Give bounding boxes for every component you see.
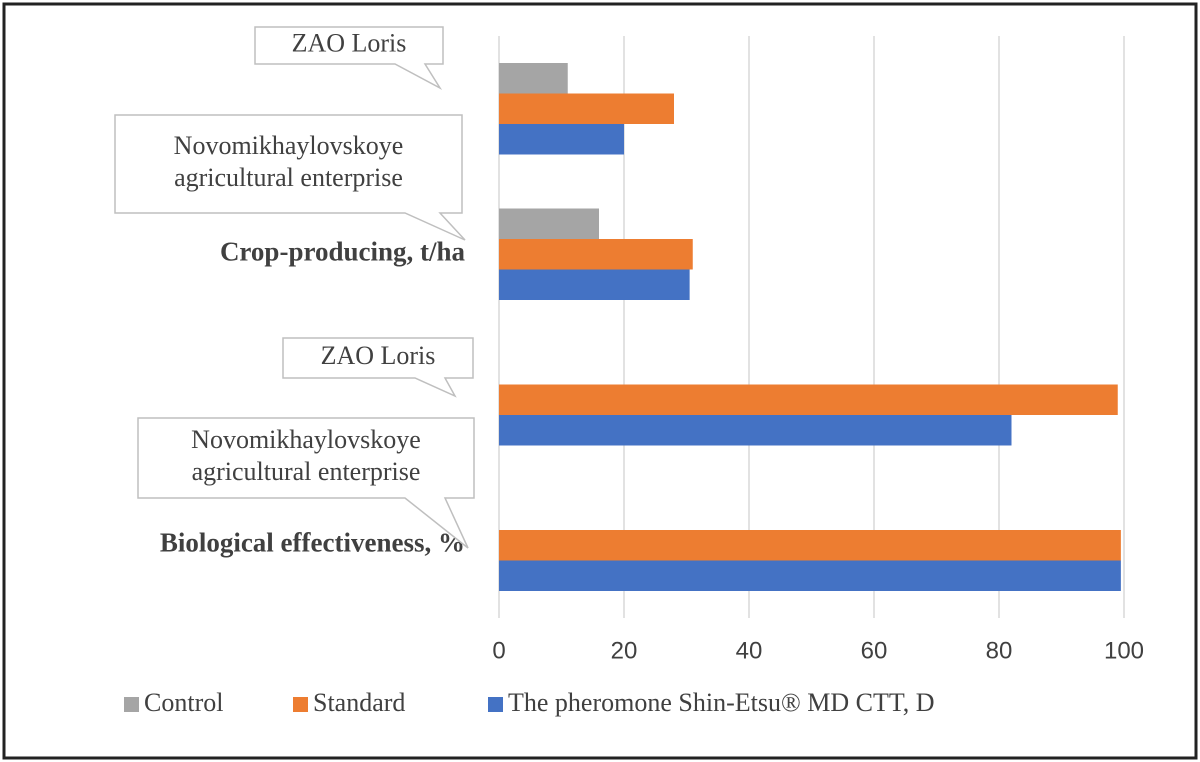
callout-text: ZAO Loris [321, 341, 436, 370]
bar [499, 93, 674, 124]
bar [499, 63, 568, 94]
legend-swatch [124, 697, 139, 712]
bar [499, 269, 690, 300]
x-tick-label: 0 [492, 637, 505, 664]
legend-swatch [488, 697, 503, 712]
callout-text: Novomikhaylovskoye [174, 131, 404, 160]
legend-swatch [293, 697, 308, 712]
bar [499, 560, 1121, 591]
callout [137, 417, 475, 549]
bar [499, 384, 1118, 415]
bar [499, 239, 693, 270]
x-tick-label: 80 [986, 637, 1013, 664]
x-tick-label: 60 [861, 637, 888, 664]
callout-text: ZAO Loris [292, 28, 407, 57]
callout [282, 337, 474, 398]
bar [499, 415, 1012, 446]
x-tick-label: 40 [736, 637, 763, 664]
y-tick-label: Biological effectiveness, % [160, 527, 465, 557]
x-tick-label: 100 [1104, 637, 1144, 664]
y-tick-label: Crop-producing, t/ha [220, 236, 466, 266]
bar [499, 124, 624, 155]
bar [499, 208, 599, 239]
legend-label: Standard [313, 688, 405, 717]
bar [499, 530, 1121, 561]
callout-text: Novomikhaylovskoye [191, 425, 421, 454]
callout [254, 26, 444, 90]
x-tick-label: 20 [611, 637, 638, 664]
callout [114, 114, 466, 241]
callout-text: agricultural enterprise [174, 163, 403, 192]
legend-label: The pheromone Shin-Etsu® MD CTT, D [508, 688, 935, 717]
legend-label: Control [144, 688, 223, 717]
callout-text: agricultural enterprise [192, 457, 421, 486]
